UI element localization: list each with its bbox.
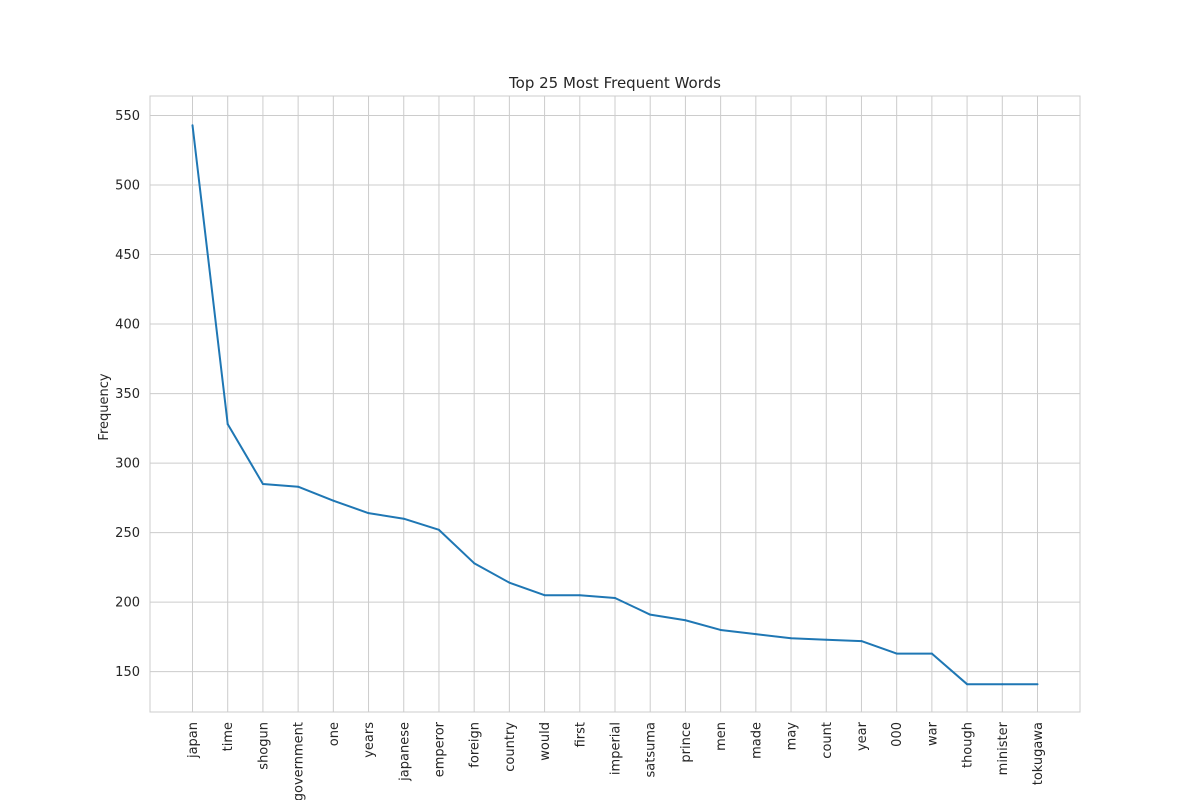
x-tick-label: japan bbox=[186, 722, 201, 759]
x-tick-label: may bbox=[785, 722, 800, 751]
data-point bbox=[895, 652, 898, 655]
grid-lines bbox=[150, 96, 1080, 712]
x-tick-label: though bbox=[961, 722, 976, 768]
data-point bbox=[754, 633, 757, 636]
series-layer bbox=[191, 124, 1039, 686]
x-tick-label: prince bbox=[679, 722, 694, 763]
x-tick-label: years bbox=[362, 722, 377, 758]
y-tick-labels: 150 200 250 300 350 400 450 500 550 bbox=[115, 109, 140, 680]
data-point bbox=[930, 652, 933, 655]
x-tick-label: tokugawa bbox=[1031, 722, 1046, 785]
x-tick-label: war bbox=[925, 721, 940, 746]
x-tick-label: minister bbox=[996, 721, 1011, 775]
x-tick-label: time bbox=[221, 722, 236, 751]
x-tick-labels: japan time shogun government one years japanes… bbox=[186, 721, 1046, 800]
x-tick-label: satsuma bbox=[644, 722, 659, 777]
y-tick-label: 200 bbox=[115, 596, 140, 611]
data-point bbox=[297, 485, 300, 488]
x-tick-label: would bbox=[538, 722, 553, 761]
data-point bbox=[649, 613, 652, 616]
y-tick-label: 500 bbox=[115, 178, 140, 193]
y-tick-label: 550 bbox=[115, 109, 140, 124]
data-point bbox=[1036, 683, 1039, 686]
x-tick-label: 000 bbox=[890, 722, 905, 747]
plot-area bbox=[149, 95, 1081, 713]
y-axis-label: Frequency bbox=[97, 373, 112, 440]
x-tick-label: count bbox=[820, 722, 835, 759]
data-point bbox=[825, 638, 828, 641]
x-tick-label: country bbox=[503, 722, 518, 772]
data-point bbox=[684, 619, 687, 622]
data-point bbox=[437, 528, 440, 531]
x-tick-label: foreign bbox=[468, 722, 483, 768]
x-tick-label: japanese bbox=[397, 722, 412, 782]
y-tick-label: 450 bbox=[115, 248, 140, 263]
data-point bbox=[719, 628, 722, 631]
x-tick-label: men bbox=[714, 722, 729, 751]
data-point bbox=[367, 512, 370, 515]
data-point bbox=[614, 596, 616, 599]
data-point bbox=[790, 637, 793, 640]
data-point bbox=[508, 581, 511, 584]
y-tick-label: 300 bbox=[115, 457, 140, 472]
y-tick-label: 150 bbox=[115, 665, 140, 680]
data-point bbox=[226, 423, 229, 426]
data-point bbox=[578, 594, 581, 597]
y-tick-label: 350 bbox=[115, 387, 140, 402]
x-tick-label: shogun bbox=[256, 722, 271, 770]
y-tick-label: 250 bbox=[115, 526, 140, 541]
x-tick-label: government bbox=[292, 722, 307, 800]
chart-title: Top 25 Most Frequent Words bbox=[508, 74, 721, 92]
data-point bbox=[191, 124, 194, 127]
y-tick-label: 400 bbox=[115, 318, 140, 333]
data-point bbox=[332, 499, 335, 502]
data-point bbox=[966, 683, 969, 686]
data-point bbox=[261, 482, 264, 485]
x-tick-label: one bbox=[327, 722, 342, 746]
x-tick-label: year bbox=[855, 721, 870, 751]
data-point bbox=[1001, 683, 1004, 686]
data-point bbox=[402, 517, 405, 520]
data-point bbox=[543, 594, 546, 597]
data-point bbox=[860, 640, 863, 643]
x-tick-label: made bbox=[749, 722, 764, 759]
data-point bbox=[473, 562, 476, 565]
x-tick-label: imperial bbox=[609, 722, 624, 775]
x-tick-label: emperor bbox=[432, 721, 447, 777]
x-tick-label: first bbox=[573, 722, 588, 747]
